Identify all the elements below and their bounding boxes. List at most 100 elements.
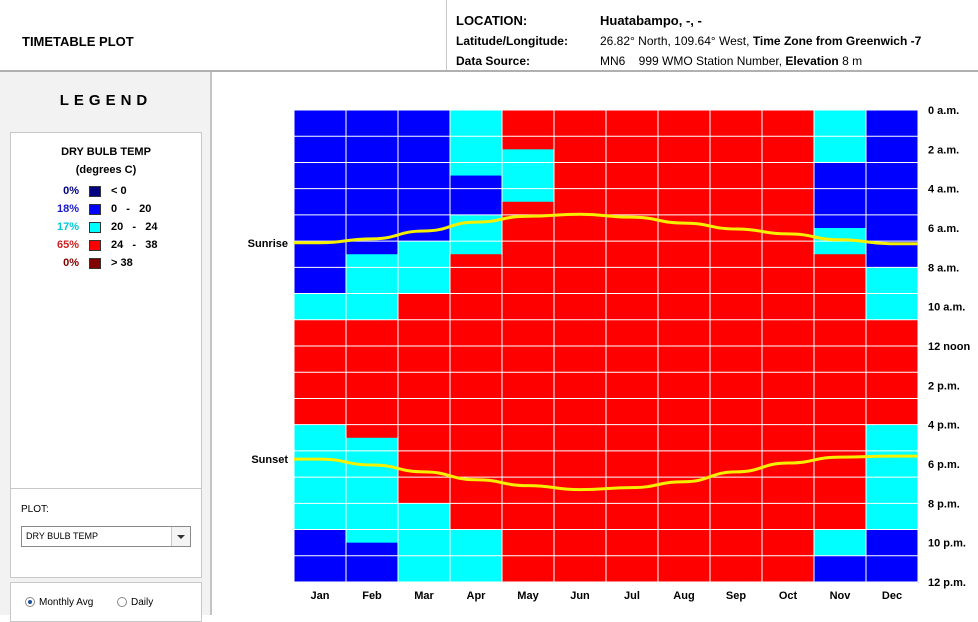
heatmap-cell [814,424,867,439]
sun-labels: Sunrise Sunset [248,238,289,466]
heatmap-cell [814,359,867,373]
heatmap-cell [294,123,347,137]
radio-unselected-icon[interactable] [117,597,127,607]
heatmap-cell [606,503,659,517]
legend-row: 0% < 0 [11,185,201,199]
heatmap-cell [450,555,503,570]
heatmap-cell [554,123,607,137]
heatmap-cell [658,346,711,360]
heatmap-cell [606,319,659,334]
heatmap-cell [866,477,919,491]
heatmap-cell [658,450,711,465]
monthly-avg-radio[interactable]: Monthly Avg [25,597,93,608]
plot-variable-select[interactable]: DRY BULB TEMP [21,526,191,547]
heatmap-cell [762,293,815,308]
heatmap-cell [450,280,503,295]
heatmap-cell [398,503,451,517]
heatmap-cell [346,490,399,504]
heatmap-cell [866,162,919,177]
heatmap-cell [502,411,555,426]
sunset-curve [294,454,918,492]
heatmap-cell [814,293,867,308]
heatmap-cell [710,280,763,295]
heatmap-cell [554,149,607,163]
source-value: MN6 999 WMO Station Number, [600,54,783,68]
heatmap-cell [658,149,711,163]
heatmap-cell [606,411,659,426]
heatmap-cell [450,568,503,583]
heatmap-cell [658,188,711,203]
heatmap-cell [450,293,503,308]
heatmap-cell [710,228,763,242]
heatmap-cell [398,346,451,360]
heatmap-cell [710,568,763,583]
heatmap-cell [762,503,815,517]
heatmap-cell [762,188,815,203]
heatmap-cell [554,398,607,413]
chevron-down-icon[interactable] [171,527,190,546]
heatmap-cell [294,110,347,124]
legend-swatch [89,186,101,197]
heatmap-cell [658,201,711,216]
heatmap-cell [294,529,347,544]
heatmap-cell [398,306,451,321]
heatmap-cell [502,175,555,190]
heatmap-cell [450,188,503,203]
heatmap-cell [554,568,607,583]
heatmap-cell [762,110,815,124]
heatmap-cell [814,503,867,517]
plot-label: PLOT: [21,504,49,515]
heatmap-cell [346,450,399,465]
heatmap-cell [710,385,763,399]
heatmap-cell [866,490,919,504]
heatmap-cell [502,516,555,531]
heatmap-cell [866,424,919,439]
heatmap-cell [294,398,347,413]
heatmap-cell [710,424,763,439]
heatmap-cell [294,214,347,229]
heatmap-cell [554,188,607,203]
radio-selected-icon[interactable] [25,597,35,607]
heatmap-cell [294,359,347,373]
heatmap-cell [814,437,867,452]
time-label: 12 noon [928,341,970,353]
timezone-value: -7 [910,34,922,48]
heatmap-cell [606,241,659,255]
heatmap-cell [294,267,347,281]
heatmap-cell [450,201,503,216]
heatmap-cell [346,123,399,137]
heatmap-cell [398,162,451,177]
heatmap-cell [554,555,607,570]
heatmap-cell [762,149,815,163]
heatmap-cell [554,332,607,347]
heatmap-cell [554,110,607,124]
heatmap-cell [606,123,659,137]
heatmap-cell [554,175,607,190]
month-label: May [517,590,539,602]
source-label: Data Source: [456,54,531,68]
plot-select-value: DRY BULB TEMP [26,531,99,541]
heatmap-cell [294,175,347,190]
heatmap-cell [294,555,347,570]
time-label: 0 a.m. [928,105,959,117]
sunset-label: Sunset [251,454,288,466]
heatmap-cell [606,228,659,242]
legend-swatch [89,204,101,215]
heatmap-cell [398,136,451,150]
heatmap-cell [294,149,347,163]
heatmap-cell [606,568,659,583]
heatmap-cell [606,162,659,177]
legend-row: 18% 0 - 20 [11,203,201,217]
legend-unit: (degrees C) [75,164,137,176]
legend-pct: 0% [63,257,79,269]
heatmap-cell [658,280,711,295]
mode-box: Monthly Avg Daily [10,582,202,622]
daily-radio[interactable]: Daily [117,597,153,608]
month-label: Apr [467,590,487,602]
heatmap-cell [502,542,555,557]
legend-range: < 0 [111,185,127,197]
legend-pct: 17% [56,221,79,233]
heatmap-cell [398,149,451,163]
heatmap-cell [554,201,607,216]
heatmap-cell [398,411,451,426]
